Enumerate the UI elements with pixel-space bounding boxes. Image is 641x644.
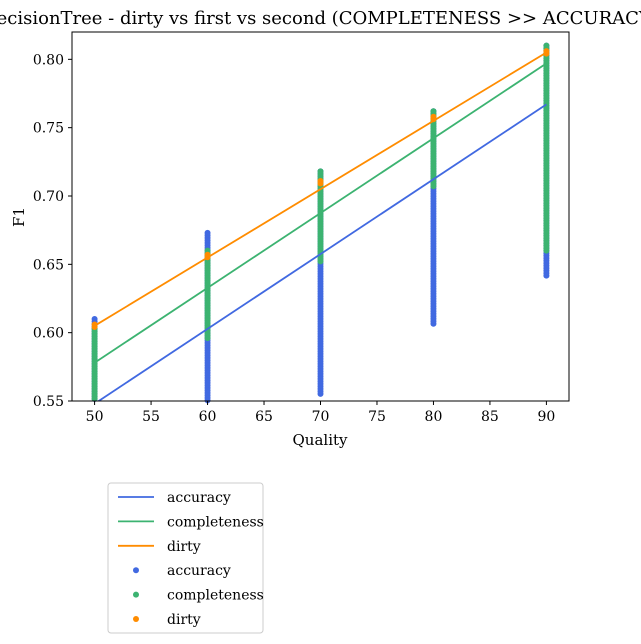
x-tick-label: 65 (255, 409, 273, 425)
y-tick-label: 0.60 (33, 326, 64, 342)
line-accuracy (97, 103, 547, 401)
scatter-point-completeness (543, 247, 550, 254)
y-tick-label: 0.70 (33, 189, 64, 205)
legend-items: accuracy completeness dirty accuracy complet… (118, 490, 264, 628)
legend-label: completeness (167, 514, 264, 530)
scatter-point-dirty (317, 180, 324, 187)
legend-label: accuracy (167, 563, 231, 579)
legend-marker-swatch (133, 591, 139, 598)
scatter-point-dirty (543, 50, 550, 57)
x-axis-label: Quality (293, 431, 349, 449)
y-tick-label: 0.75 (33, 121, 64, 137)
scatter-point-completeness (91, 395, 98, 402)
legend: accuracy completeness dirty accuracy complet… (107, 482, 264, 634)
legend-label: dirty (167, 539, 201, 555)
y-axis-label: F1 (10, 207, 28, 227)
scatter-point-accuracy (430, 320, 437, 327)
legend-label: completeness (167, 588, 264, 604)
legend-label: dirty (167, 612, 201, 628)
chart-title: DecisionTree - dirty vs first vs second … (0, 8, 641, 29)
line-completeness (94, 62, 547, 364)
x-tick-label: 50 (86, 409, 104, 425)
plot-area: 50 55 60 65 70 75 80 85 90 0.550.600.650.700.750… (33, 31, 570, 425)
scatter-point-accuracy (543, 272, 550, 279)
scatter-point-completeness (317, 258, 324, 265)
x-tick-label: 60 (199, 409, 217, 425)
line-series-group (94, 51, 547, 401)
x-tick-label: 55 (142, 409, 160, 425)
y-tick-label: 0.55 (33, 394, 64, 410)
legend-marker-swatch (133, 616, 139, 622)
scatter-point-accuracy (204, 397, 211, 404)
scatter-series-group (91, 42, 550, 404)
x-tick-label: 80 (425, 409, 443, 425)
line-dirty (94, 51, 547, 327)
x-axis-ticks: 50 55 60 65 70 75 80 85 90 (86, 401, 555, 425)
x-tick-label: 70 (312, 409, 330, 425)
x-tick-label: 90 (537, 409, 555, 425)
y-tick-label: 0.80 (33, 52, 64, 68)
y-tick-label: 0.65 (33, 257, 64, 273)
scatter-point-accuracy (317, 390, 324, 397)
y-axis-ticks: 0.55 0.60 0.65 0.70 0.75 0.80 (33, 52, 72, 410)
scatter-point-completeness (204, 335, 211, 342)
legend-marker-swatch (133, 567, 139, 574)
legend-label: accuracy (167, 490, 231, 506)
scatter-point-completeness (430, 183, 437, 190)
x-tick-label: 75 (368, 409, 386, 425)
x-tick-label: 85 (481, 409, 499, 425)
